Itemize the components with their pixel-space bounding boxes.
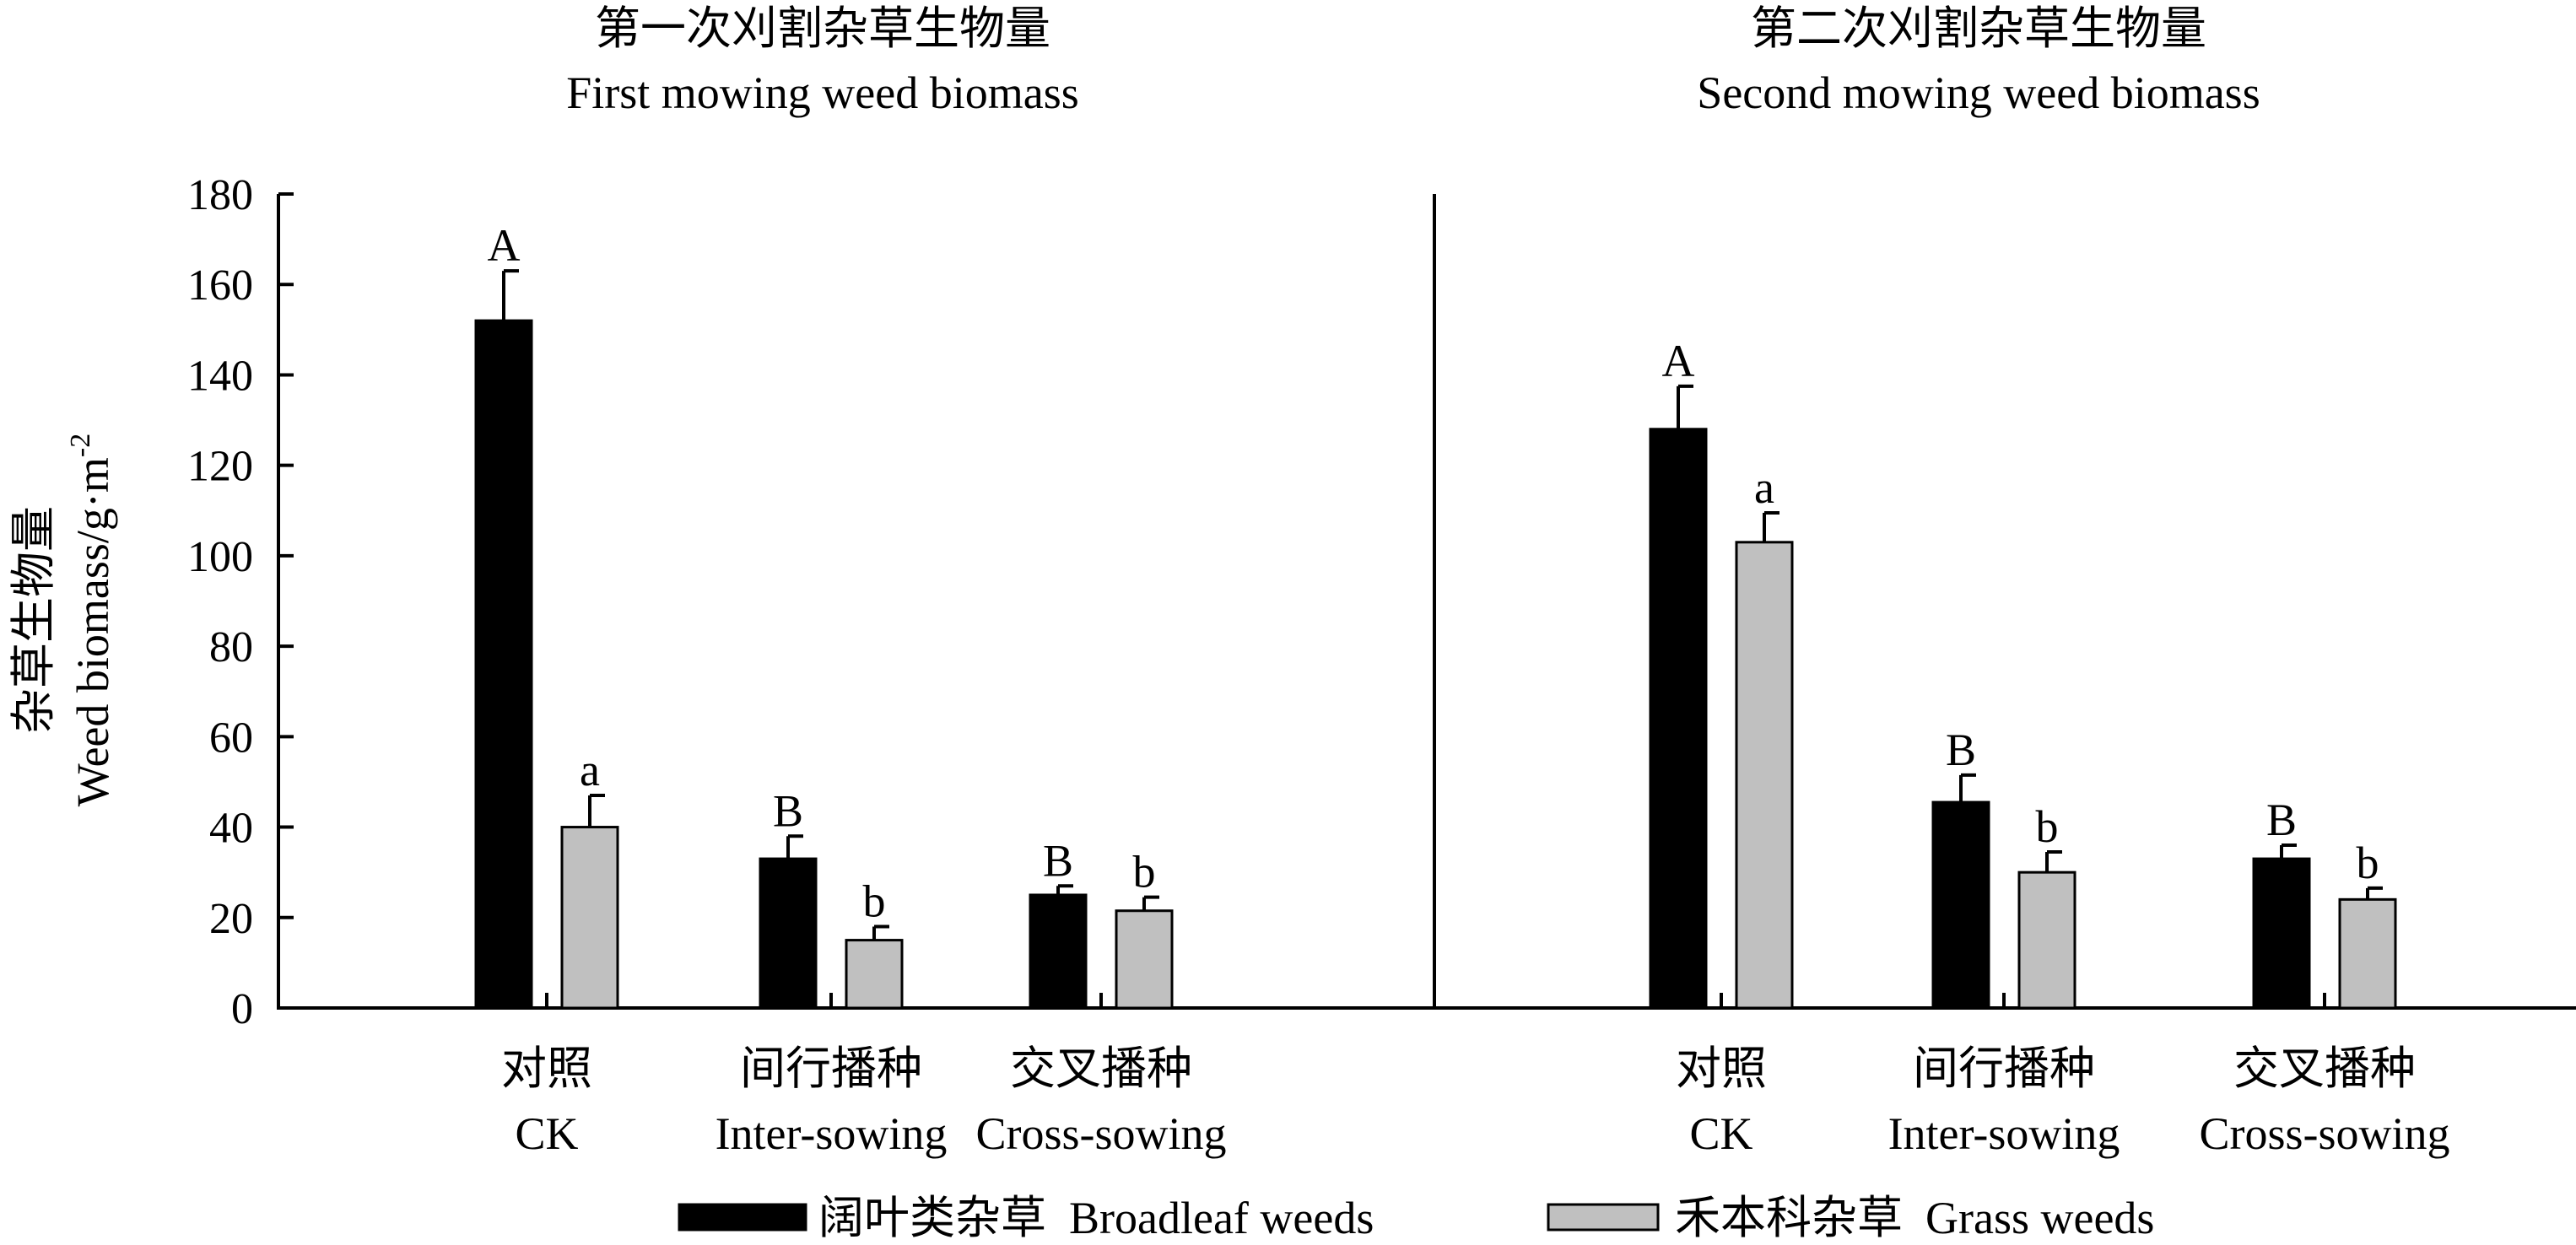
y-axis-label-en: Weed biomass/g·m-2 [65, 434, 118, 806]
bar-broadleaf [1931, 800, 1990, 1010]
significance-letter: A [488, 220, 521, 271]
panel-1-subtitle: First mowing weed biomass [566, 67, 1078, 118]
category-label-en: CK [515, 1108, 578, 1159]
bar-broadleaf [1649, 428, 1708, 1010]
bar-broadleaf [759, 857, 818, 1010]
bar-broadleaf [474, 319, 533, 1010]
legend-swatch-grass [1547, 1203, 1660, 1232]
y-tick-label: 80 [209, 623, 253, 671]
category-label-cn: 交叉播种 [2233, 1043, 2416, 1094]
bar-grass [2338, 897, 2397, 1010]
category-label-en: Inter-sowing [1888, 1108, 2120, 1159]
y-tick-label: 20 [209, 895, 253, 943]
category-label-en: Cross-sowing [975, 1108, 1226, 1159]
legend-label-grass: 禾本科杂草 Grass weeds [1675, 1193, 2154, 1243]
category-label-en: Inter-sowing [716, 1108, 948, 1159]
significance-letter: B [773, 785, 803, 836]
y-axis-label-sup: -2 [65, 434, 96, 457]
legend-swatch-broadleaf [678, 1203, 807, 1232]
significance-letter: b [2036, 801, 2059, 852]
y-tick-label: 60 [209, 714, 253, 762]
y-tick-label: 120 [187, 443, 253, 491]
bar-grass [1115, 909, 1174, 1010]
significance-letter: b [1133, 847, 1156, 897]
y-ticks: 0 20 40 60 80 100 120 140 160 180 [187, 171, 294, 1033]
y-tick-label: 140 [187, 352, 253, 400]
y-tick-label: 100 [187, 533, 253, 581]
significance-letter: A [1662, 336, 1695, 386]
significance-letter: b [2357, 838, 2379, 888]
bar-broadleaf [1029, 893, 1088, 1010]
bar-grass [1735, 541, 1794, 1010]
category-label-en: CK [1689, 1108, 1752, 1159]
category-label-en: Cross-sowing [2199, 1108, 2449, 1159]
significance-letter: B [1043, 835, 1073, 886]
y-tick-label: 40 [209, 805, 253, 853]
y-tick-label: 160 [187, 261, 253, 310]
category-label-cn: 对照 [1676, 1043, 1767, 1094]
bar-grass [2017, 870, 2076, 1010]
panel-1-title: 第一次刈割杂草生物量 [595, 3, 1050, 54]
bar-grass [845, 939, 904, 1010]
y-tick-label: 0 [231, 985, 253, 1033]
significance-letter: a [1754, 462, 1774, 513]
panel-2-title: 第二次刈割杂草生物量 [1751, 3, 2206, 54]
significance-letter: B [1946, 725, 1976, 775]
y-tick-label: 180 [187, 171, 253, 219]
significance-letter: B [2266, 795, 2297, 845]
y-axis-label-cn: 杂草生物量 [8, 506, 59, 734]
bar-broadleaf [2252, 857, 2311, 1010]
category-label-cn: 对照 [501, 1043, 592, 1094]
significance-letter: b [863, 876, 886, 927]
panel-2-subtitle: Second mowing weed biomass [1697, 67, 2260, 118]
significance-letter: a [580, 745, 600, 795]
category-label-cn: 间行播种 [740, 1043, 922, 1094]
category-label-cn: 交叉播种 [1010, 1043, 1192, 1094]
legend-label-broadleaf: 阔叶类杂草 Broadleaf weeds [818, 1193, 1374, 1243]
y-axis-label-en-text: Weed biomass/g·m [68, 457, 118, 806]
category-labels: 对照 CK 间行播种 Inter-sowing 交叉播种 Cross-sowing 对照 CK… [501, 1043, 2450, 1159]
category-label-cn: 间行播种 [1913, 1043, 2095, 1094]
bar-grass [560, 826, 619, 1010]
bars: Aa Bb B b Aa Bb Bb [474, 220, 2397, 1010]
